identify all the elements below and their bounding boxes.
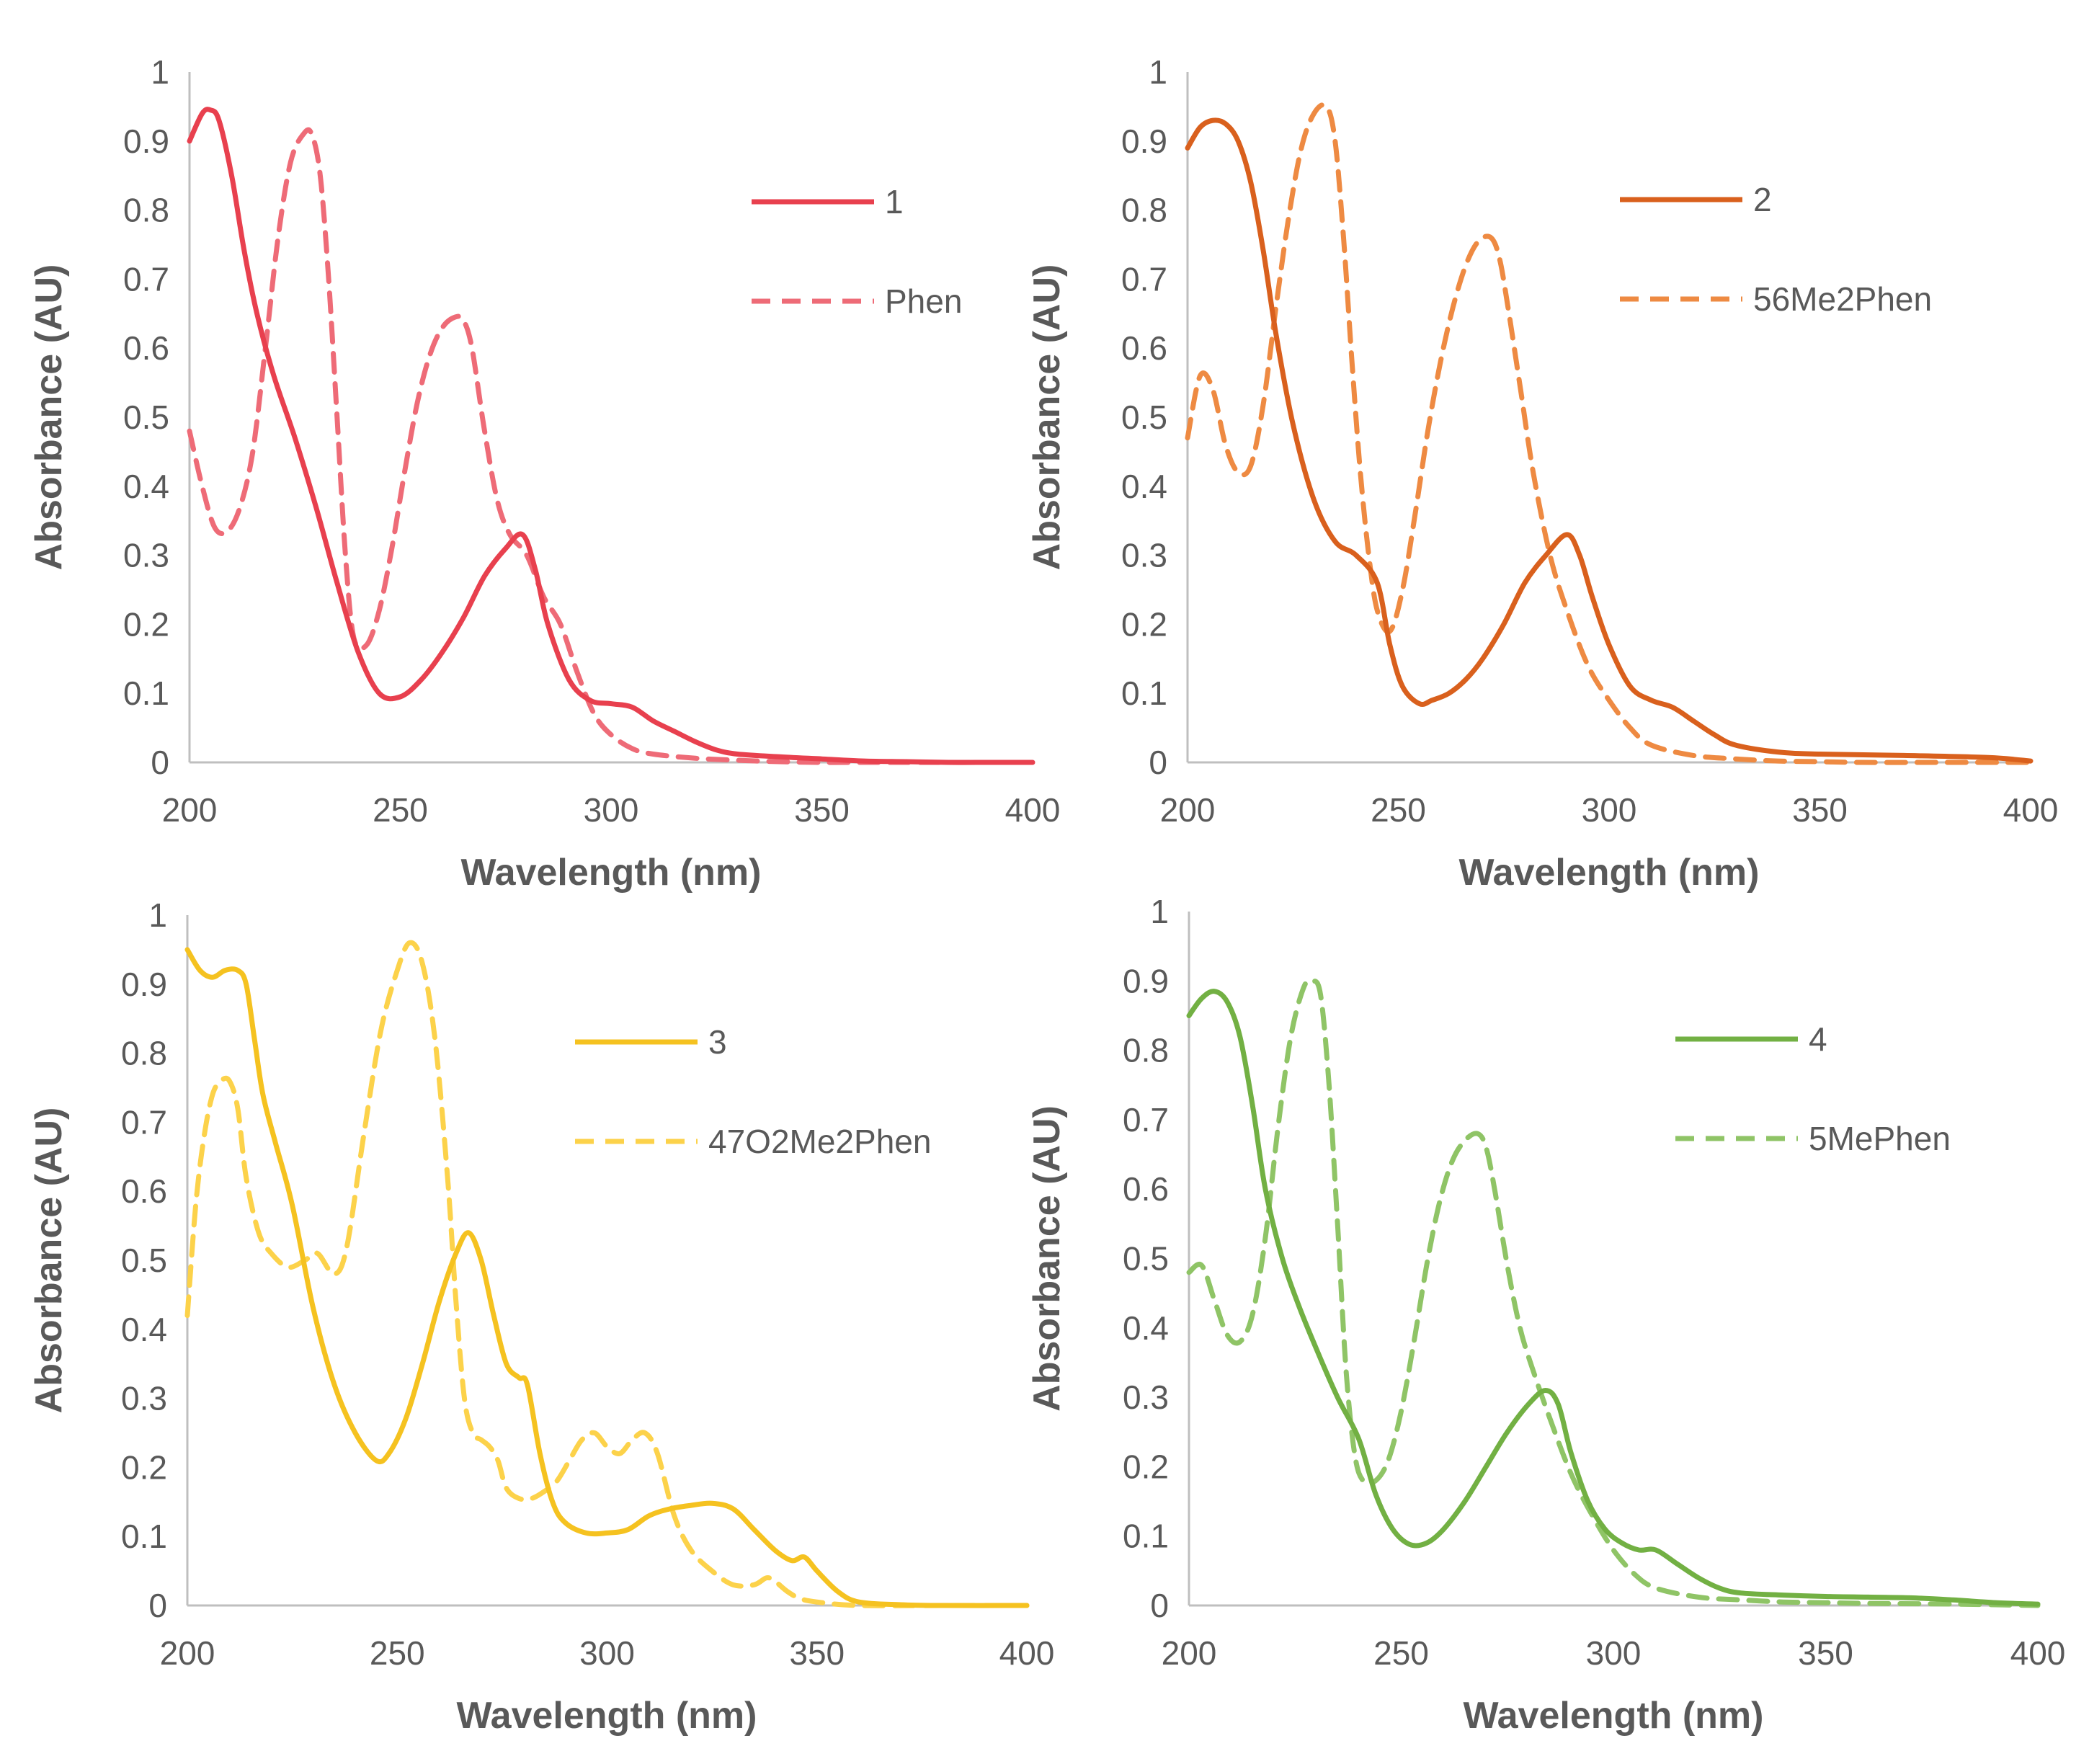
legend-label: 47O2Me2Phen [708, 1123, 931, 1160]
y-axis-title: Absorbance (AU) [28, 264, 70, 571]
x-tick-label: 250 [373, 791, 428, 829]
y-tick-label: 1 [151, 53, 169, 91]
y-tick-label: 0.9 [1123, 962, 1169, 999]
y-tick-label: 0.8 [121, 1035, 167, 1072]
legend-label: 4 [1809, 1020, 1827, 1058]
y-tick-label: 0.2 [121, 1448, 167, 1486]
series-line-5MePhen [1186, 977, 2041, 1608]
y-tick-label: 0.9 [121, 966, 167, 1003]
x-tick-label: 300 [579, 1634, 635, 1672]
x-axis-title: Wavelength (nm) [1464, 1695, 1764, 1737]
x-tick-label: 250 [370, 1634, 425, 1672]
legend-label: 5MePhen [1809, 1120, 1951, 1157]
x-tick-label: 350 [1792, 791, 1848, 829]
y-tick-label: 0.8 [123, 192, 169, 229]
x-tick-label: 350 [794, 791, 850, 829]
y-tick-label: 0.4 [121, 1311, 167, 1348]
x-tick-label: 400 [2010, 1634, 2066, 1672]
y-tick-label: 0.6 [121, 1172, 167, 1210]
legend-label: 2 [1753, 181, 1772, 218]
y-tick-label: 0.1 [121, 1518, 167, 1555]
y-tick-label: 0.7 [1121, 260, 1167, 298]
y-tick-label: 0 [1149, 744, 1167, 781]
y-tick-label: 0.7 [121, 1103, 167, 1141]
x-tick-label: 250 [1371, 791, 1426, 829]
y-tick-label: 0.3 [1121, 537, 1167, 574]
x-tick-label: 200 [162, 791, 218, 829]
series-line-4 [1186, 989, 2041, 1607]
y-tick-label: 0.5 [121, 1242, 167, 1279]
y-tick-label: 0 [151, 744, 169, 781]
x-tick-label: 250 [1373, 1634, 1429, 1672]
x-tick-label: 400 [1005, 791, 1061, 829]
y-tick-label: 0.8 [1123, 1032, 1169, 1069]
x-axis-title: Wavelength (nm) [1459, 852, 1760, 894]
y-axis-title: Absorbance (AU) [1026, 1105, 1068, 1412]
y-tick-label: 0.2 [1121, 605, 1167, 643]
x-tick-label: 200 [1160, 791, 1216, 829]
y-tick-label: 1 [1149, 53, 1167, 91]
y-tick-label: 1 [1150, 893, 1169, 930]
y-tick-label: 0.6 [1123, 1170, 1169, 1208]
x-tick-label: 300 [1582, 791, 1637, 829]
y-tick-label: 0.4 [1123, 1309, 1169, 1347]
x-axis-title: Wavelength (nm) [457, 1695, 757, 1737]
x-tick-label: 200 [1162, 1634, 1217, 1672]
y-tick-label: 0.2 [123, 605, 169, 643]
chart-panel-3: 0 0.1 0.2 0.3 0.4 0.5 0.6 0.7 0.8 0.9 1 200 250 300 35… [28, 896, 1054, 1737]
y-tick-label: 0.3 [121, 1380, 167, 1417]
chart-panel-2: 0 0.1 0.2 0.3 0.4 0.5 0.6 0.7 0.8 0.9 1 200 250 300 35… [1026, 53, 2058, 894]
x-tick-label: 400 [2003, 791, 2059, 829]
y-tick-label: 0.4 [123, 468, 169, 505]
series-line-2 [1185, 117, 2034, 764]
x-tick-label: 400 [999, 1634, 1055, 1672]
x-tick-label: 350 [1798, 1634, 1853, 1672]
y-tick-label: 1 [148, 896, 167, 934]
y-tick-label: 0.5 [1123, 1240, 1169, 1278]
y-tick-label: 0.3 [123, 537, 169, 574]
chart-panel-4: 0 0.1 0.2 0.3 0.4 0.5 0.6 0.7 0.8 0.9 1 200 250 300 35… [1026, 893, 2065, 1737]
y-tick-label: 0.8 [1121, 192, 1167, 229]
y-tick-label: 0.1 [1123, 1518, 1169, 1555]
x-tick-label: 300 [584, 791, 639, 829]
y-tick-label: 0.9 [1121, 122, 1167, 160]
x-tick-label: 350 [789, 1634, 845, 1672]
legend-label: Phen [885, 282, 962, 320]
y-axis-title: Absorbance (AU) [28, 1108, 70, 1414]
y-tick-label: 0.5 [1121, 398, 1167, 436]
y-tick-label: 0.3 [1123, 1378, 1169, 1416]
series-line-1 [187, 107, 1035, 765]
series-line-3 [184, 947, 1030, 1608]
series-line-47O2Me2Phen [184, 940, 1030, 1608]
y-tick-label: 0.7 [1123, 1101, 1169, 1139]
y-tick-label: 0.4 [1121, 468, 1167, 505]
y-tick-label: 0.6 [1121, 329, 1167, 367]
y-tick-label: 0 [148, 1587, 167, 1624]
y-tick-label: 0.1 [123, 674, 169, 712]
legend-label: 56Me2Phen [1753, 280, 1932, 318]
y-tick-label: 0.6 [123, 329, 169, 367]
y-tick-label: 0.9 [123, 122, 169, 160]
y-axis-title: Absorbance (AU) [1026, 264, 1068, 571]
y-tick-label: 0.2 [1123, 1448, 1169, 1485]
x-axis-title: Wavelength (nm) [461, 852, 762, 894]
y-tick-label: 0.7 [123, 260, 169, 298]
x-tick-label: 300 [1586, 1634, 1642, 1672]
x-tick-label: 200 [160, 1634, 215, 1672]
y-tick-label: 0 [1150, 1587, 1169, 1624]
y-tick-label: 0.5 [123, 398, 169, 436]
chart-panel-1: 0 0.1 0.2 0.3 0.4 0.5 0.6 0.7 0.8 0.9 1 200 250 300 35… [28, 53, 1060, 894]
y-tick-label: 0.1 [1121, 674, 1167, 712]
series-line-56Me2Phen [1185, 102, 2034, 765]
legend-label: 3 [708, 1023, 727, 1061]
legend-label: 1 [885, 183, 904, 220]
series-line-Phen [187, 127, 1035, 765]
